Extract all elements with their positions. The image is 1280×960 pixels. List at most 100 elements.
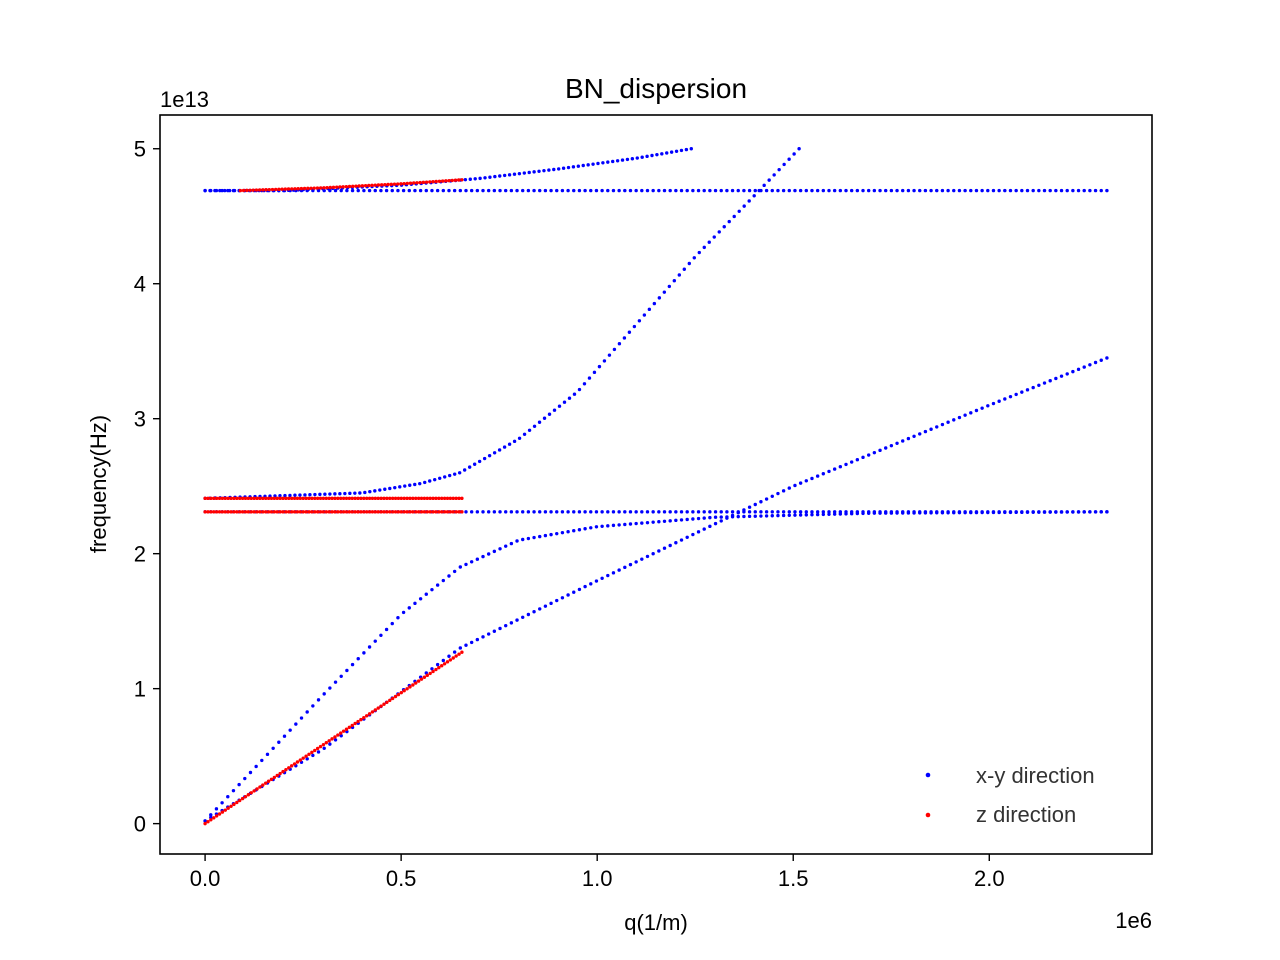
data-point bbox=[991, 510, 996, 514]
data-point bbox=[787, 510, 791, 514]
data-point bbox=[367, 645, 372, 649]
data-point bbox=[889, 443, 894, 448]
data-point bbox=[577, 528, 582, 532]
data-point bbox=[445, 496, 450, 501]
data-point bbox=[390, 696, 395, 701]
data-point bbox=[509, 510, 514, 514]
data-point bbox=[963, 413, 967, 417]
data-point bbox=[330, 510, 334, 514]
data-point bbox=[935, 510, 939, 514]
data-point bbox=[419, 496, 424, 501]
data-point bbox=[431, 496, 435, 501]
data-point bbox=[288, 493, 292, 498]
data-point bbox=[776, 491, 780, 496]
data-point bbox=[280, 187, 284, 191]
data-point bbox=[351, 184, 355, 189]
data-point bbox=[821, 512, 826, 517]
data-point bbox=[1003, 510, 1007, 514]
data-point bbox=[223, 188, 227, 193]
data-point bbox=[364, 496, 369, 501]
data-point bbox=[313, 510, 317, 514]
data-point bbox=[405, 510, 409, 514]
data-point bbox=[223, 496, 227, 501]
data-point bbox=[281, 496, 285, 501]
data-point bbox=[612, 347, 617, 352]
data-point bbox=[220, 510, 225, 514]
data-point bbox=[437, 496, 441, 501]
data-point bbox=[220, 801, 224, 805]
data-point bbox=[547, 412, 552, 416]
data-point bbox=[451, 510, 455, 514]
data-point bbox=[451, 656, 455, 660]
data-point bbox=[838, 510, 843, 514]
data-point bbox=[1020, 390, 1024, 394]
data-point bbox=[339, 510, 343, 514]
data-point bbox=[460, 650, 464, 654]
data-point bbox=[601, 161, 605, 165]
data-point bbox=[929, 188, 933, 193]
data-point bbox=[637, 319, 642, 323]
data-point bbox=[963, 510, 967, 514]
data-point bbox=[243, 496, 248, 501]
data-point bbox=[969, 188, 973, 193]
data-point bbox=[742, 204, 746, 208]
data-point bbox=[1054, 510, 1058, 514]
data-point bbox=[422, 675, 427, 679]
data-point bbox=[299, 186, 304, 191]
data-point bbox=[776, 188, 780, 193]
data-point bbox=[717, 230, 721, 234]
data-point bbox=[1020, 188, 1024, 193]
data-point bbox=[866, 453, 871, 457]
data-point bbox=[810, 188, 814, 193]
y-tick-label: 3 bbox=[134, 407, 146, 432]
data-point bbox=[640, 155, 644, 159]
data-point bbox=[292, 496, 297, 501]
data-point bbox=[628, 510, 633, 514]
data-point bbox=[502, 445, 507, 449]
data-point bbox=[362, 510, 366, 514]
data-point bbox=[322, 746, 326, 750]
data-point bbox=[313, 748, 317, 753]
data-point bbox=[269, 777, 274, 782]
data-point bbox=[443, 475, 447, 479]
data-point bbox=[543, 604, 548, 608]
x-axis-label: q(1/m) bbox=[624, 910, 688, 935]
data-point bbox=[679, 148, 684, 153]
data-point bbox=[486, 510, 491, 514]
x-tick-label: 0.5 bbox=[386, 866, 417, 891]
data-point bbox=[687, 261, 691, 266]
data-point bbox=[1076, 510, 1081, 514]
data-point bbox=[1093, 360, 1098, 365]
data-point bbox=[645, 154, 649, 159]
data-point bbox=[713, 521, 718, 526]
data-point bbox=[307, 496, 311, 501]
data-point bbox=[246, 510, 251, 514]
data-point bbox=[963, 188, 967, 193]
data-point bbox=[526, 612, 531, 617]
data-point bbox=[561, 166, 566, 170]
data-point bbox=[986, 188, 990, 193]
data-point bbox=[345, 668, 349, 673]
data-point bbox=[376, 706, 380, 710]
data-point bbox=[311, 753, 315, 758]
data-point bbox=[264, 188, 268, 192]
data-point bbox=[986, 404, 990, 408]
data-point bbox=[237, 782, 241, 787]
data-point bbox=[304, 510, 308, 514]
data-point bbox=[611, 571, 616, 575]
data-point bbox=[318, 496, 323, 501]
data-point bbox=[388, 510, 392, 514]
data-point bbox=[418, 597, 423, 601]
data-point bbox=[284, 510, 288, 514]
data-point bbox=[665, 151, 669, 155]
data-point bbox=[935, 188, 939, 193]
data-point bbox=[623, 522, 627, 527]
data-point bbox=[424, 188, 428, 193]
data-point bbox=[679, 538, 684, 542]
data-point bbox=[303, 493, 307, 497]
data-point bbox=[203, 510, 207, 514]
data-point bbox=[399, 690, 404, 695]
x-tick-label: 2.0 bbox=[974, 866, 1005, 891]
data-point bbox=[974, 188, 979, 193]
data-point bbox=[347, 496, 352, 501]
